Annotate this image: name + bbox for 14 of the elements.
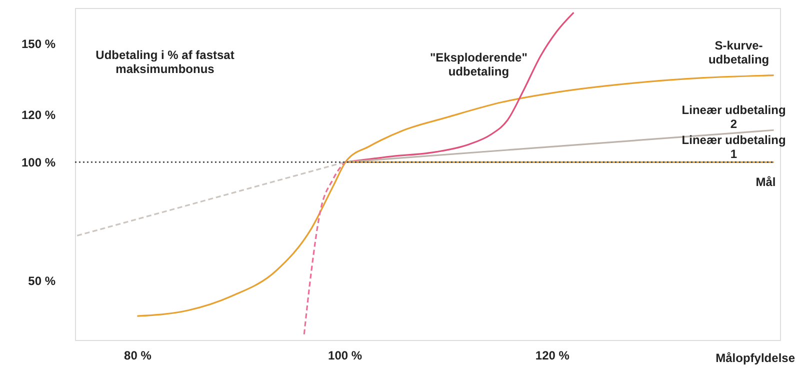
ref-line-label: Mål bbox=[756, 175, 776, 190]
series-label: Lineær udbetaling 1 bbox=[682, 133, 786, 162]
x-axis-title: Målopfyldelse bbox=[716, 351, 796, 365]
x-tick-label: 100 % bbox=[328, 348, 362, 362]
y-tick-label: 50 % bbox=[28, 274, 56, 288]
y-axis-title: Udbetaling i % af fastsat maksimumbonus bbox=[96, 48, 234, 76]
y-tick-label: 120 % bbox=[21, 108, 56, 122]
y-tick-label: 150 % bbox=[21, 37, 56, 52]
x-tick-label: 120 % bbox=[535, 348, 570, 362]
y-tick-label: 100 % bbox=[21, 156, 56, 170]
series-label: "Eksploderende" udbetaling bbox=[430, 50, 528, 79]
series-label: Lineær udbetaling 2 bbox=[682, 103, 786, 132]
x-tick-label: 80 % bbox=[124, 348, 152, 362]
series-label: S-kurve- udbetaling bbox=[708, 38, 770, 66]
